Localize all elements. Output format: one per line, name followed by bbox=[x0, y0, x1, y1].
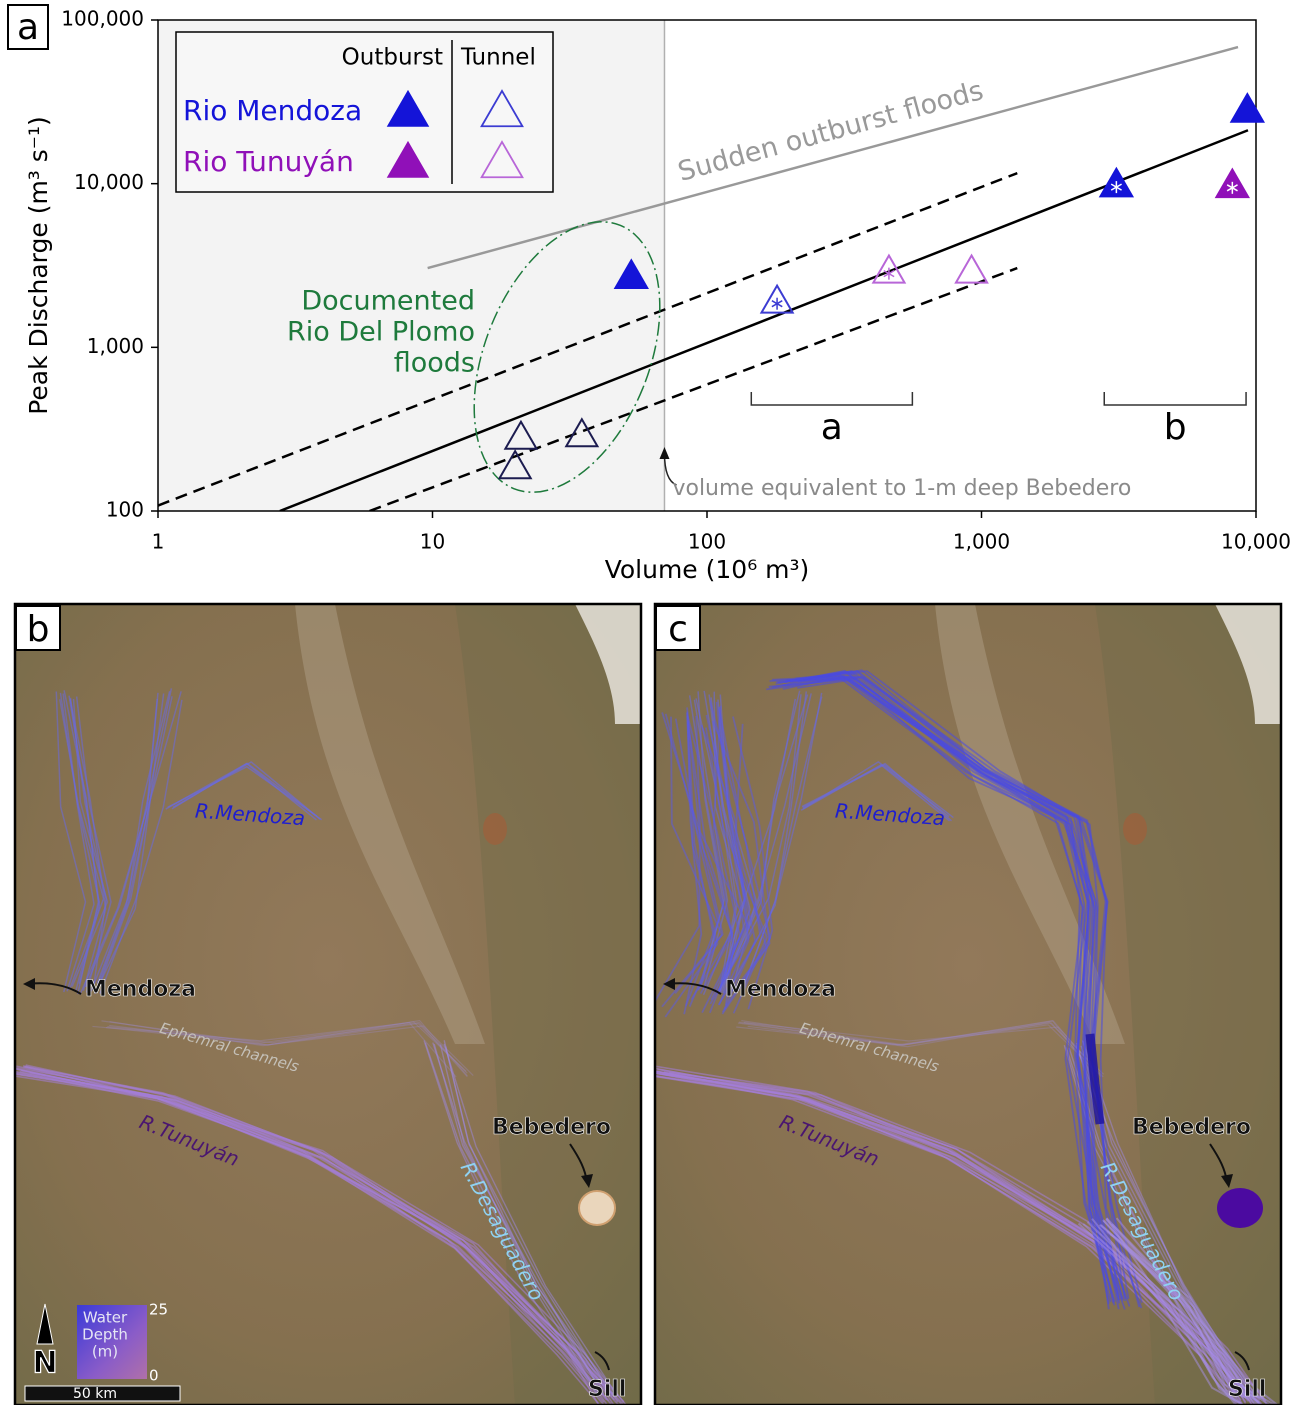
map-label: Mendoza bbox=[725, 977, 836, 1002]
x-tick-label: 10,000 bbox=[1221, 530, 1291, 554]
panel-label: a bbox=[17, 7, 39, 48]
map-label: Bebedero bbox=[492, 1115, 611, 1140]
data-point bbox=[1231, 93, 1265, 122]
colorbar-tick: 0 bbox=[149, 1367, 159, 1385]
scale-label: 50 km bbox=[73, 1386, 117, 1402]
annotation-text: Rio Del Plomo bbox=[287, 317, 475, 348]
annotation-text: floods bbox=[394, 348, 475, 379]
range-label: b bbox=[1164, 407, 1187, 448]
y-tick-label: 100 bbox=[106, 498, 144, 522]
colorbar-title: Water bbox=[83, 1309, 128, 1327]
x-axis-label: Volume (10⁶ m³) bbox=[605, 555, 810, 584]
x-tick-label: 100 bbox=[688, 530, 726, 554]
range-bracket bbox=[1104, 392, 1246, 405]
north-label: N bbox=[32, 1346, 57, 1381]
map-label: Sill bbox=[1228, 1377, 1266, 1402]
x-tick-label: 1,000 bbox=[953, 530, 1010, 554]
page: volume equivalent to 1-m deep Bebedero11… bbox=[0, 0, 1301, 1405]
y-tick-label: 1,000 bbox=[87, 334, 144, 358]
figure: volume equivalent to 1-m deep Bebedero11… bbox=[0, 0, 1301, 1405]
line-label: Sudden outburst floods bbox=[675, 75, 987, 188]
data-point bbox=[956, 256, 987, 283]
y-axis-label: Peak Discharge (m³ s⁻¹) bbox=[24, 116, 53, 415]
x-tick-label: 10 bbox=[420, 530, 445, 554]
legend-header: Outburst bbox=[342, 45, 443, 71]
map-feature bbox=[1123, 813, 1147, 845]
panel-label: b bbox=[27, 609, 50, 650]
x-tick-label: 1 bbox=[152, 530, 165, 554]
map-feature bbox=[483, 813, 507, 845]
range-bracket bbox=[751, 392, 912, 405]
reference-label: volume equivalent to 1-m deep Bebedero bbox=[672, 476, 1131, 501]
y-tick-label: 100,000 bbox=[61, 7, 144, 31]
colorbar-title: (m) bbox=[92, 1343, 118, 1361]
map-lake bbox=[1217, 1188, 1263, 1228]
annotation-text: Documented bbox=[301, 286, 475, 317]
legend-header: Tunnel bbox=[460, 45, 536, 71]
legend-label: Rio Tunuyán bbox=[183, 145, 354, 178]
range-label: a bbox=[821, 407, 843, 448]
map-label: Mendoza bbox=[85, 977, 196, 1002]
map-label: Bebedero bbox=[1132, 1115, 1251, 1140]
legend-label: Rio Mendoza bbox=[183, 94, 362, 127]
colorbar-tick: 25 bbox=[149, 1301, 168, 1319]
y-tick-label: 10,000 bbox=[74, 170, 144, 194]
map-label: Sill bbox=[588, 1377, 626, 1402]
map-lake bbox=[579, 1191, 615, 1225]
panel-label: c bbox=[668, 609, 688, 650]
colorbar-title: Depth bbox=[82, 1326, 128, 1344]
